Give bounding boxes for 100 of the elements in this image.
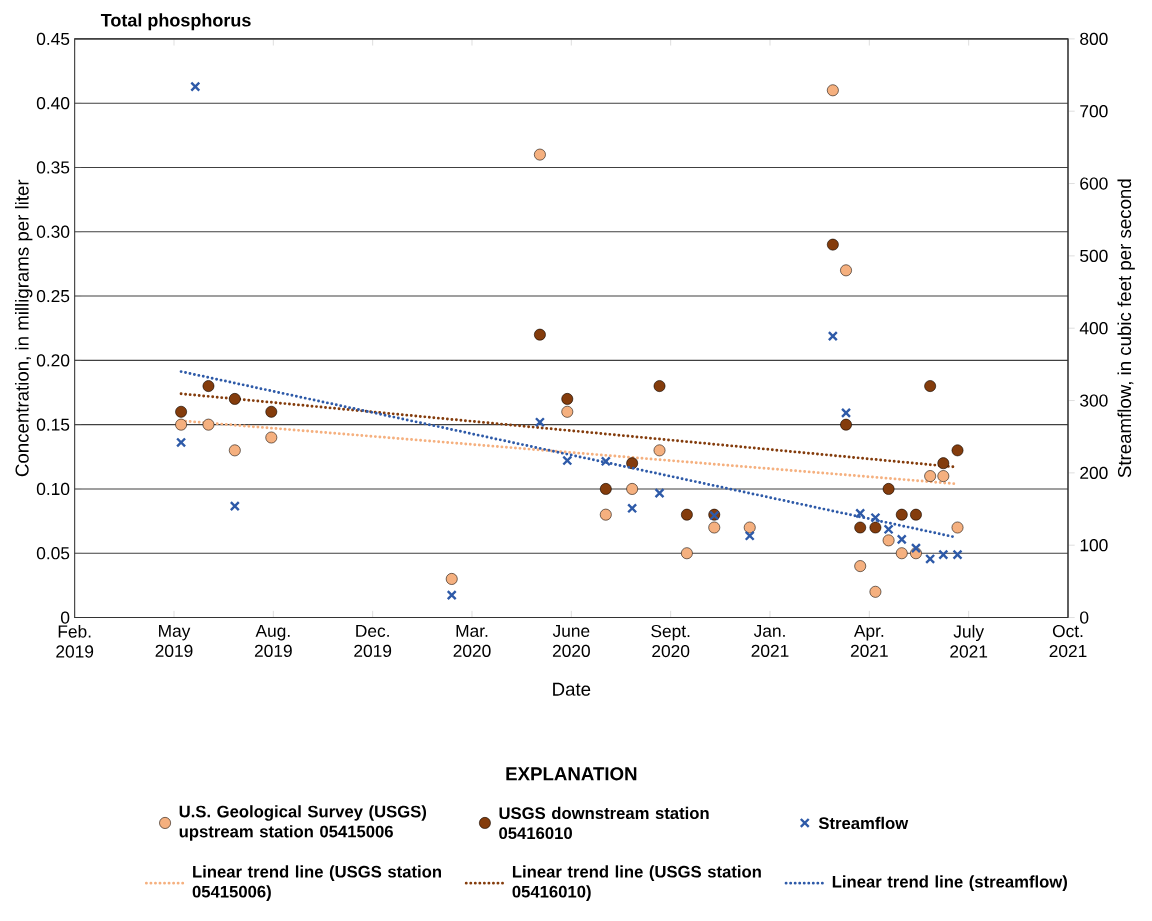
- point: [937, 457, 950, 470]
- point: [854, 560, 867, 572]
- point: [265, 405, 278, 418]
- point: [626, 503, 638, 514]
- x-tick-label: Jan. 2021: [751, 624, 789, 657]
- point: [626, 483, 639, 495]
- y-tick-label: 0.45: [36, 32, 70, 45]
- x-tick-label: Feb. 2019: [56, 624, 94, 658]
- y2-tick-label: 400: [1079, 322, 1108, 335]
- point: [895, 547, 908, 560]
- point: [681, 547, 693, 560]
- x-tick-label: Oct. 2021: [1049, 624, 1087, 658]
- legend-title: EXPLANATION: [506, 767, 637, 781]
- point: [175, 418, 187, 431]
- point: [445, 573, 458, 585]
- point: [826, 238, 839, 251]
- y2-tick-label: 0: [1080, 611, 1089, 624]
- y2-tick-label: 100: [1080, 539, 1108, 552]
- point: [895, 508, 908, 521]
- y-axis-title: Concentration, in milligrams per liter: [15, 179, 33, 477]
- y-tick-label: 0.35: [36, 161, 70, 174]
- point: [924, 553, 936, 565]
- y2-tick-label: 300: [1080, 394, 1108, 407]
- point: [599, 483, 612, 495]
- point: [840, 418, 852, 431]
- point: [952, 549, 963, 560]
- point: [870, 512, 881, 523]
- point: [228, 444, 241, 457]
- y-tick-label: 0: [60, 611, 70, 624]
- point: [951, 444, 964, 457]
- point: [534, 148, 546, 161]
- y2-axis-title: Streamflow, in cubic feet per second: [1117, 179, 1135, 478]
- y2-tick-label: 500: [1080, 249, 1108, 262]
- point: [869, 521, 882, 534]
- point: [265, 431, 278, 444]
- point: [951, 521, 964, 534]
- point: [446, 589, 457, 601]
- legend-label: U.S. Geological Survey (USGS) upstream station 05415006: [179, 805, 427, 841]
- legend-label: Linear trend line (USGS station 05416010): [512, 865, 761, 901]
- y-tick-label: 0.25: [36, 289, 70, 303]
- point: [653, 380, 666, 392]
- x-axis-title: Date: [553, 682, 591, 696]
- point: [744, 530, 755, 541]
- point: [882, 483, 895, 495]
- point: [600, 456, 611, 467]
- point: [228, 393, 241, 405]
- point: [910, 508, 922, 521]
- point: [654, 487, 665, 499]
- point: [883, 524, 894, 535]
- point: [882, 534, 895, 547]
- y2-tick-label: 800: [1080, 32, 1108, 45]
- legend-label: Linear trend line (streamflow): [832, 875, 1068, 891]
- x-tick-label: June 2020: [552, 624, 590, 657]
- x-tick-label: July 2021: [950, 624, 988, 658]
- chart-title: Total phosphorus: [100, 13, 251, 31]
- y-tick-label: 0.20: [36, 354, 70, 367]
- point: [924, 380, 937, 392]
- point: [938, 549, 949, 560]
- point: [175, 437, 187, 448]
- point: [202, 380, 215, 392]
- y2-tick-label: 200: [1080, 466, 1108, 479]
- point: [653, 444, 666, 457]
- point: [854, 521, 867, 534]
- point: [910, 542, 922, 554]
- point: [202, 418, 215, 431]
- point: [708, 521, 721, 534]
- point: [561, 393, 574, 405]
- y2-tick-label: 700: [1080, 105, 1108, 118]
- point: [562, 455, 573, 466]
- y-tick-label: 0.30: [36, 225, 70, 238]
- point: [534, 417, 546, 428]
- legend-label: Linear trend line (USGS station 05415006): [192, 865, 441, 901]
- point: [534, 328, 546, 341]
- point: [869, 585, 882, 598]
- x-tick-label: Sept. 2020: [651, 624, 690, 658]
- point: [826, 84, 839, 97]
- x-tick-label: May 2019: [155, 624, 193, 657]
- point: [937, 470, 950, 482]
- x-tick-label: Mar. 2020: [453, 624, 491, 657]
- point: [855, 508, 866, 519]
- point: [190, 81, 201, 92]
- y-tick-label: 0.05: [36, 547, 70, 560]
- x-tick-label: Apr. 2021: [850, 624, 888, 657]
- y-tick-label: 0.40: [36, 97, 70, 110]
- point: [840, 264, 852, 277]
- legend-label: Streamflow: [818, 816, 909, 830]
- point: [896, 534, 907, 545]
- point: [743, 521, 756, 534]
- point: [599, 508, 612, 521]
- point: [626, 457, 639, 470]
- point: [561, 405, 574, 418]
- point: [924, 470, 937, 482]
- point: [175, 405, 187, 418]
- legend-label: USGS downstream station 05416010: [499, 806, 709, 840]
- point: [827, 330, 838, 342]
- point: [681, 508, 693, 521]
- x-tick-label: Aug. 2019: [254, 624, 292, 657]
- point: [229, 500, 240, 512]
- point: [840, 407, 852, 418]
- y2-tick-label: 600: [1080, 177, 1108, 190]
